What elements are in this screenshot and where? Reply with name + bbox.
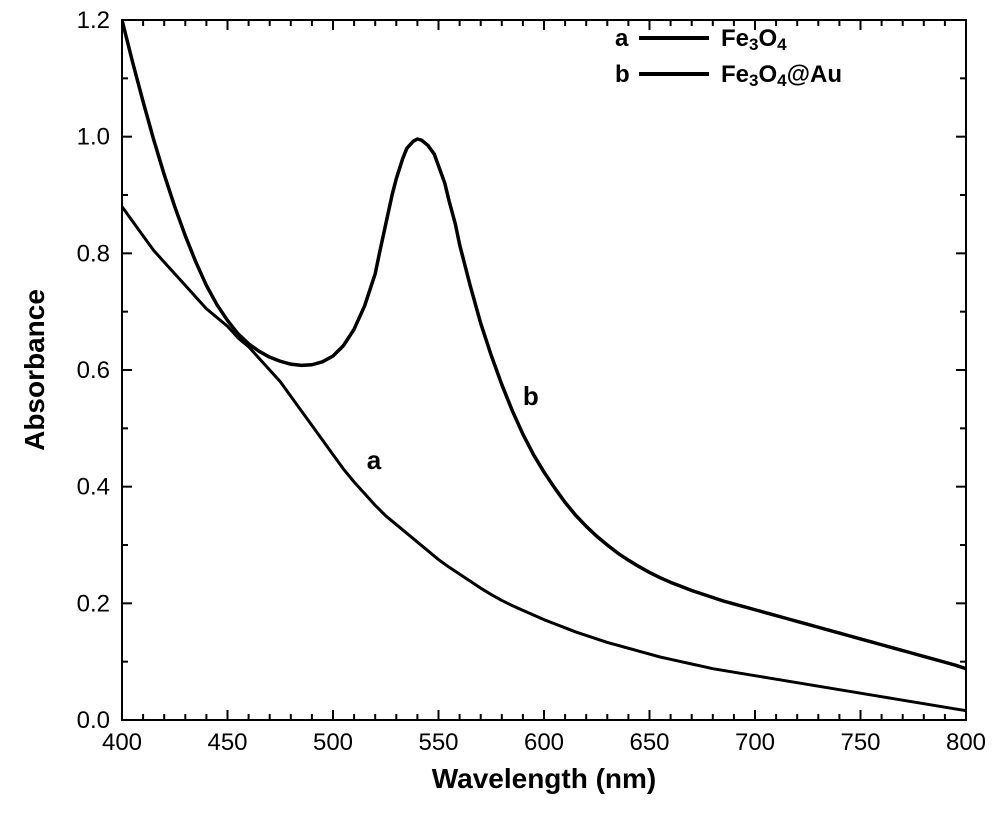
- x-tick-label: 500: [313, 729, 353, 756]
- legend-prefix-a: a: [615, 25, 629, 52]
- x-tick-label: 750: [840, 729, 880, 756]
- series-a: [122, 207, 966, 711]
- curve-label-b: b: [523, 381, 539, 411]
- x-tick-label: 650: [629, 729, 669, 756]
- x-tick-label: 800: [946, 729, 986, 756]
- y-tick-label: 1.0: [77, 124, 110, 151]
- legend-prefix-b: b: [615, 61, 630, 88]
- chart-container: 4004505005506006507007508000.00.20.40.60…: [0, 0, 1000, 812]
- y-tick-label: 0.4: [77, 474, 110, 501]
- y-tick-label: 0.8: [77, 240, 110, 267]
- chart-svg: 4004505005506006507007508000.00.20.40.60…: [0, 0, 1000, 812]
- y-tick-label: 1.2: [77, 7, 110, 34]
- curve-label-a: a: [367, 445, 382, 475]
- y-axis-title: Absorbance: [19, 289, 50, 451]
- x-tick-label: 600: [524, 729, 564, 756]
- y-tick-label: 0.6: [77, 357, 110, 384]
- legend-label-b: Fe3O4@Au: [721, 61, 842, 90]
- y-tick-label: 0.2: [77, 590, 110, 617]
- x-tick-label: 700: [735, 729, 775, 756]
- plot-border: [122, 20, 966, 720]
- y-tick-label: 0.0: [77, 707, 110, 734]
- x-tick-label: 450: [207, 729, 247, 756]
- x-tick-label: 550: [418, 729, 458, 756]
- x-axis-title: Wavelength (nm): [432, 763, 657, 794]
- series-b: [122, 20, 966, 669]
